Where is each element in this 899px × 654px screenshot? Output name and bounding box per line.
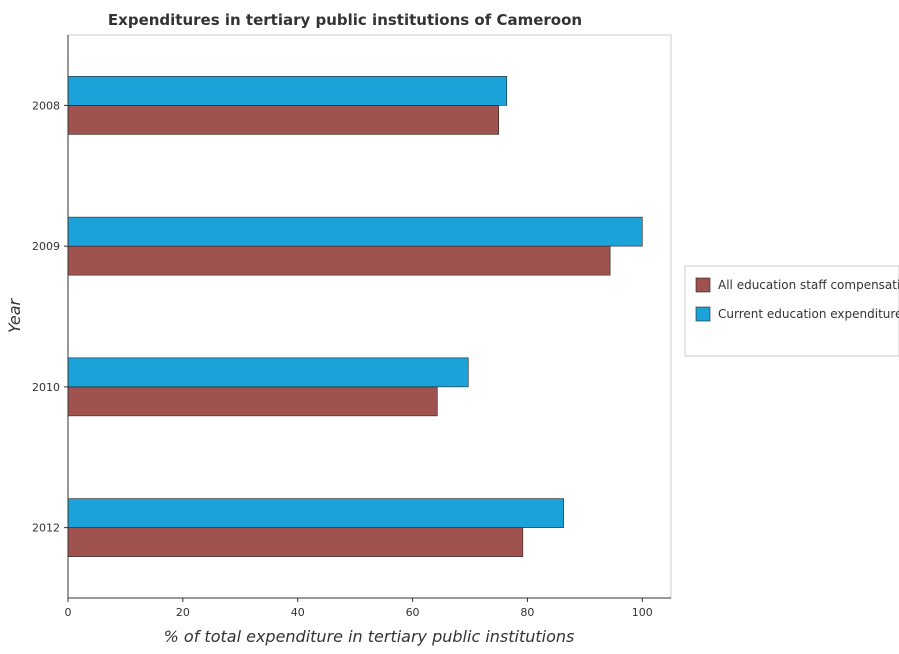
x-axis: 0 20 40 60 80 100 [65, 597, 671, 619]
bar-2009-series-1 [67, 245, 611, 276]
y-tick-label-2010: 2010 [32, 381, 60, 394]
bar-2008-series-2 [67, 76, 508, 106]
bar-2010-series-2 [67, 357, 469, 388]
bar-2008-series-1 [67, 105, 500, 135]
y-tick-label-2009: 2009 [32, 240, 60, 253]
x-tick-label-0: 0 [65, 606, 72, 619]
x-tick-label-20: 20 [176, 606, 190, 619]
legend-swatch-series-1 [695, 277, 711, 293]
bars-layer [67, 76, 643, 557]
chart-title: Expenditures in tertiary public institut… [108, 11, 582, 29]
y-axis-title: Year [5, 297, 24, 333]
bar-2012-series-1 [67, 527, 524, 557]
y-axis: 2008 2009 2010 2012 [32, 35, 69, 598]
bar-2012-series-2 [67, 498, 564, 528]
bar-2009-series-2 [67, 216, 643, 247]
legend: All education staff compensation Current … [684, 265, 899, 357]
x-axis-title: % of total expenditure in tertiary publi… [164, 627, 575, 646]
y-tick-label-2008: 2008 [32, 99, 60, 112]
legend-swatch-series-2 [695, 306, 711, 322]
x-tick-label-60: 60 [406, 606, 420, 619]
legend-label-series-1: All education staff compensation [718, 278, 899, 292]
x-tick-label-40: 40 [291, 606, 305, 619]
y-tick-label-2012: 2012 [32, 522, 60, 535]
x-tick-label-100: 100 [632, 606, 653, 619]
legend-box [684, 265, 899, 357]
legend-label-series-2: Current education expenditure [718, 307, 899, 321]
bar-2010-series-1 [67, 386, 438, 417]
x-tick-label-80: 80 [520, 606, 534, 619]
